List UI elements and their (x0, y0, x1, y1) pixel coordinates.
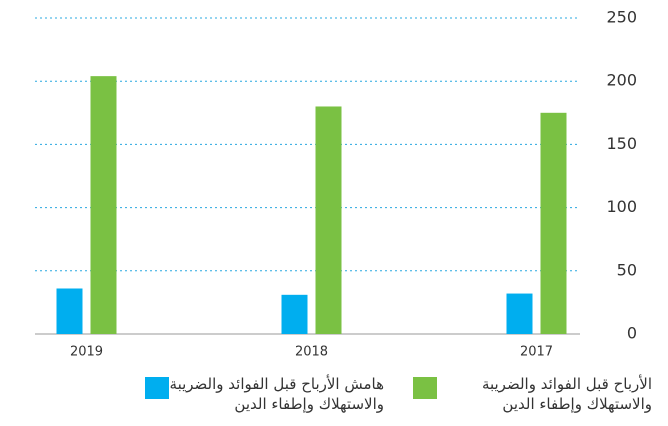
legend-label: الأرباح قبل الفوائد والضريبة والاستهلاك … (481, 375, 652, 413)
bar (315, 106, 342, 334)
legend-label: هامش الأرباح قبل الفوائد والضريبة والاست… (169, 375, 384, 413)
bar (281, 294, 308, 334)
legend-swatch (145, 377, 169, 399)
bar (540, 112, 567, 334)
legend-item: الأرباح قبل الفوائد والضريبة والاستهلاك … (403, 374, 652, 414)
legend-item: هامش الأرباح قبل الفوائد والضريبة والاست… (135, 374, 384, 414)
y-tick-label: 150 (606, 134, 637, 153)
x-tick-label: 2018 (295, 345, 328, 360)
y-tick-label: 200 (606, 71, 637, 90)
chart: 0 50 100 150 200 250 2019 2018 2017 (35, 8, 637, 360)
bar (506, 293, 533, 334)
y-tick-label: 0 (627, 324, 637, 343)
y-tick-label: 50 (617, 260, 637, 279)
legend-swatch (413, 377, 437, 399)
y-tick-label: 250 (606, 8, 637, 27)
x-tick-label: 2019 (70, 345, 103, 360)
bar (56, 288, 83, 334)
bar (90, 76, 117, 335)
y-tick-label: 100 (606, 197, 637, 216)
x-tick-label: 2017 (520, 345, 553, 360)
